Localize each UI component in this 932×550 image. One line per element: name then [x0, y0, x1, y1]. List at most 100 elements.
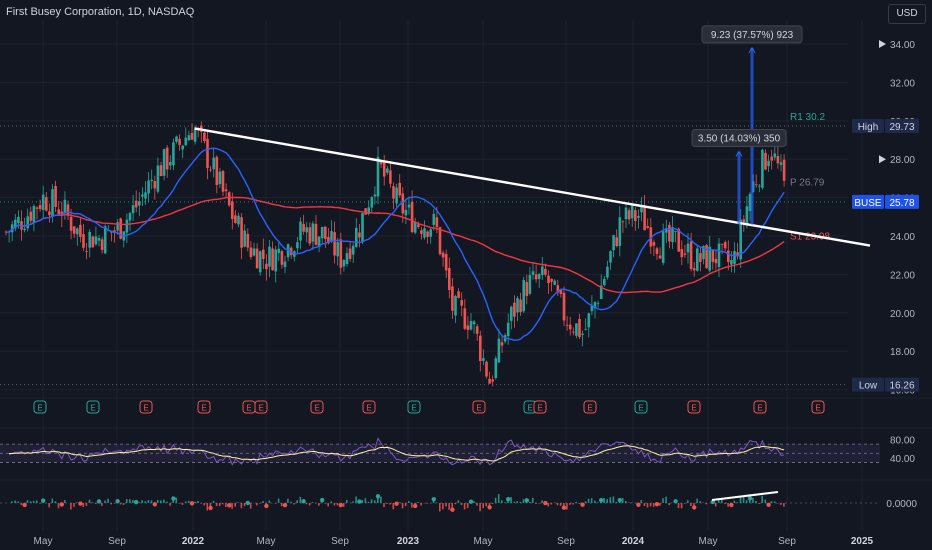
- earnings-marker[interactable]: E: [86, 400, 100, 414]
- oscillator-bar: [231, 503, 233, 509]
- earnings-marker-label: E: [366, 404, 371, 413]
- earnings-marker[interactable]: E: [33, 400, 47, 414]
- candle-down: [621, 220, 625, 233]
- candle-body: [134, 200, 138, 208]
- earnings-marker-label: E: [37, 404, 42, 413]
- candle-down: [246, 228, 250, 252]
- high-badge: High 29.73: [852, 118, 919, 133]
- candle-body: [333, 232, 336, 256]
- candle-body: [153, 181, 157, 189]
- currency-button[interactable]: USD: [888, 4, 926, 24]
- candle-down: [265, 254, 268, 281]
- oscillator-bar: [457, 500, 460, 503]
- oscillator-dot: [766, 502, 771, 508]
- candle-up: [311, 221, 315, 251]
- oscillator-bar: [665, 496, 667, 503]
- earnings-marker[interactable]: E: [811, 400, 825, 414]
- earnings-marker[interactable]: E: [533, 400, 547, 414]
- earnings-marker[interactable]: E: [310, 400, 324, 414]
- candle-up: [779, 154, 783, 172]
- rsi-line: [8, 437, 785, 466]
- oscillator-bar: [736, 502, 739, 503]
- earnings-marker[interactable]: E: [583, 400, 597, 414]
- candle-body: [88, 231, 91, 248]
- oscillator-bar: [305, 503, 308, 505]
- candle-body: [351, 245, 355, 255]
- candle-up: [330, 220, 333, 244]
- candle-up: [637, 209, 640, 229]
- oscillator-bar: [17, 501, 19, 503]
- earnings-marker[interactable]: E: [197, 400, 211, 414]
- earnings-marker[interactable]: E: [753, 400, 767, 414]
- oscillator-bar: [640, 499, 643, 503]
- candle-up: [522, 276, 525, 314]
- candle-down: [547, 270, 550, 294]
- candle-body: [767, 160, 770, 167]
- candle-down: [255, 243, 259, 269]
- candle-body: [35, 207, 39, 209]
- candle-body: [262, 249, 265, 260]
- candle-down: [457, 288, 460, 299]
- oscillator-bar: [184, 501, 187, 503]
- candle-body: [494, 358, 498, 378]
- candle-up: [370, 196, 374, 214]
- candle-body: [243, 230, 246, 247]
- candle-up: [603, 276, 606, 287]
- time-tick: May: [699, 536, 718, 547]
- oscillator-dot: [636, 502, 641, 507]
- candle-up: [187, 130, 191, 141]
- oscillator-bar: [361, 499, 364, 503]
- oscillator-bar: [218, 503, 221, 506]
- earnings-marker[interactable]: E: [634, 400, 648, 414]
- earnings-marker[interactable]: E: [242, 400, 256, 414]
- earnings-marker[interactable]: E: [254, 400, 268, 414]
- oscillator-bar: [336, 503, 339, 506]
- oscillator-bar: [541, 500, 543, 503]
- earnings-marker[interactable]: E: [687, 400, 701, 414]
- candle-body: [283, 261, 287, 268]
- last-badge-label: BUSE: [854, 198, 882, 209]
- candle-down: [444, 249, 448, 279]
- candle-down: [165, 144, 169, 178]
- candle-down: [308, 222, 312, 247]
- oscillator-bar: [420, 503, 422, 506]
- measure-arrow: [748, 46, 756, 54]
- candle-body: [596, 302, 600, 304]
- oscillator-bar: [705, 503, 708, 505]
- candle-body: [541, 266, 544, 276]
- earnings-marker[interactable]: E: [472, 400, 486, 414]
- oscillator-dot: [78, 501, 83, 506]
- pivot-label: P 26.79: [790, 177, 825, 188]
- candle-body: [531, 271, 535, 275]
- candle-body: [324, 226, 327, 239]
- time-tick: May: [474, 536, 493, 547]
- candle-down: [559, 288, 563, 298]
- candle-down: [215, 155, 219, 194]
- candle-body: [500, 342, 504, 346]
- oscillator-bar: [773, 501, 776, 503]
- earnings-marker-label: E: [143, 404, 148, 413]
- candle-up: [593, 301, 597, 319]
- earnings-marker[interactable]: E: [139, 400, 153, 414]
- candle-down: [714, 249, 718, 270]
- earnings-marker-label: E: [314, 404, 319, 413]
- earnings-marker[interactable]: E: [407, 400, 421, 414]
- candle-up: [730, 251, 733, 273]
- low-badge: Low 16.26: [852, 377, 919, 392]
- candle-body: [634, 210, 637, 221]
- candle-body: [488, 378, 491, 384]
- oscillator-bar: [755, 501, 757, 503]
- candle-body: [764, 152, 767, 170]
- last-badge-value-box: [885, 194, 919, 209]
- earnings-marker[interactable]: E: [362, 400, 376, 414]
- candle-body: [758, 185, 761, 187]
- candle-down: [680, 240, 684, 266]
- candle-body: [268, 246, 271, 267]
- candle-up: [395, 183, 398, 208]
- candle-down: [475, 323, 479, 342]
- candle-body: [370, 197, 374, 208]
- candle-up: [345, 247, 349, 267]
- candle-up: [541, 256, 544, 280]
- oscillator-bar: [454, 503, 457, 505]
